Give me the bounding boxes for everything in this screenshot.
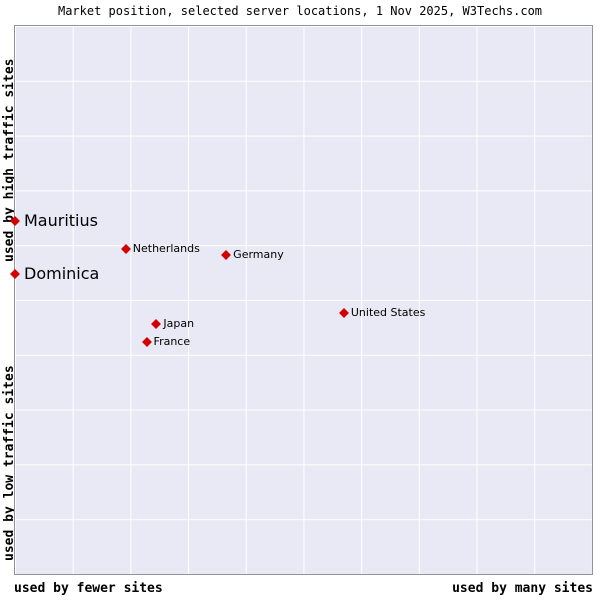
data-point-label: Mauritius (24, 211, 98, 231)
diamond-marker-icon (141, 336, 152, 347)
data-point-label: Dominica (24, 264, 100, 284)
plot-area: Mauritius Dominica Netherlands Germany Japan… (10, 25, 593, 575)
data-point-label: United States (350, 306, 426, 320)
diamond-marker-icon (10, 269, 20, 280)
diamond-marker-icon (151, 319, 162, 330)
x-axis-label-many-sites: used by many sites (452, 581, 593, 596)
chart-title: Market position, selected server locatio… (57, 4, 543, 18)
data-point-label: France (153, 334, 191, 348)
x-axis-label-fewer-sites: used by fewer sites (14, 581, 163, 596)
data-point-label: Japan (163, 317, 195, 331)
diamond-marker-icon (120, 244, 131, 254)
diamond-marker-icon (221, 250, 232, 261)
data-point-label: Germany (233, 248, 284, 262)
diamond-marker-icon (338, 308, 349, 319)
data-point-label: Netherlands (132, 242, 200, 256)
